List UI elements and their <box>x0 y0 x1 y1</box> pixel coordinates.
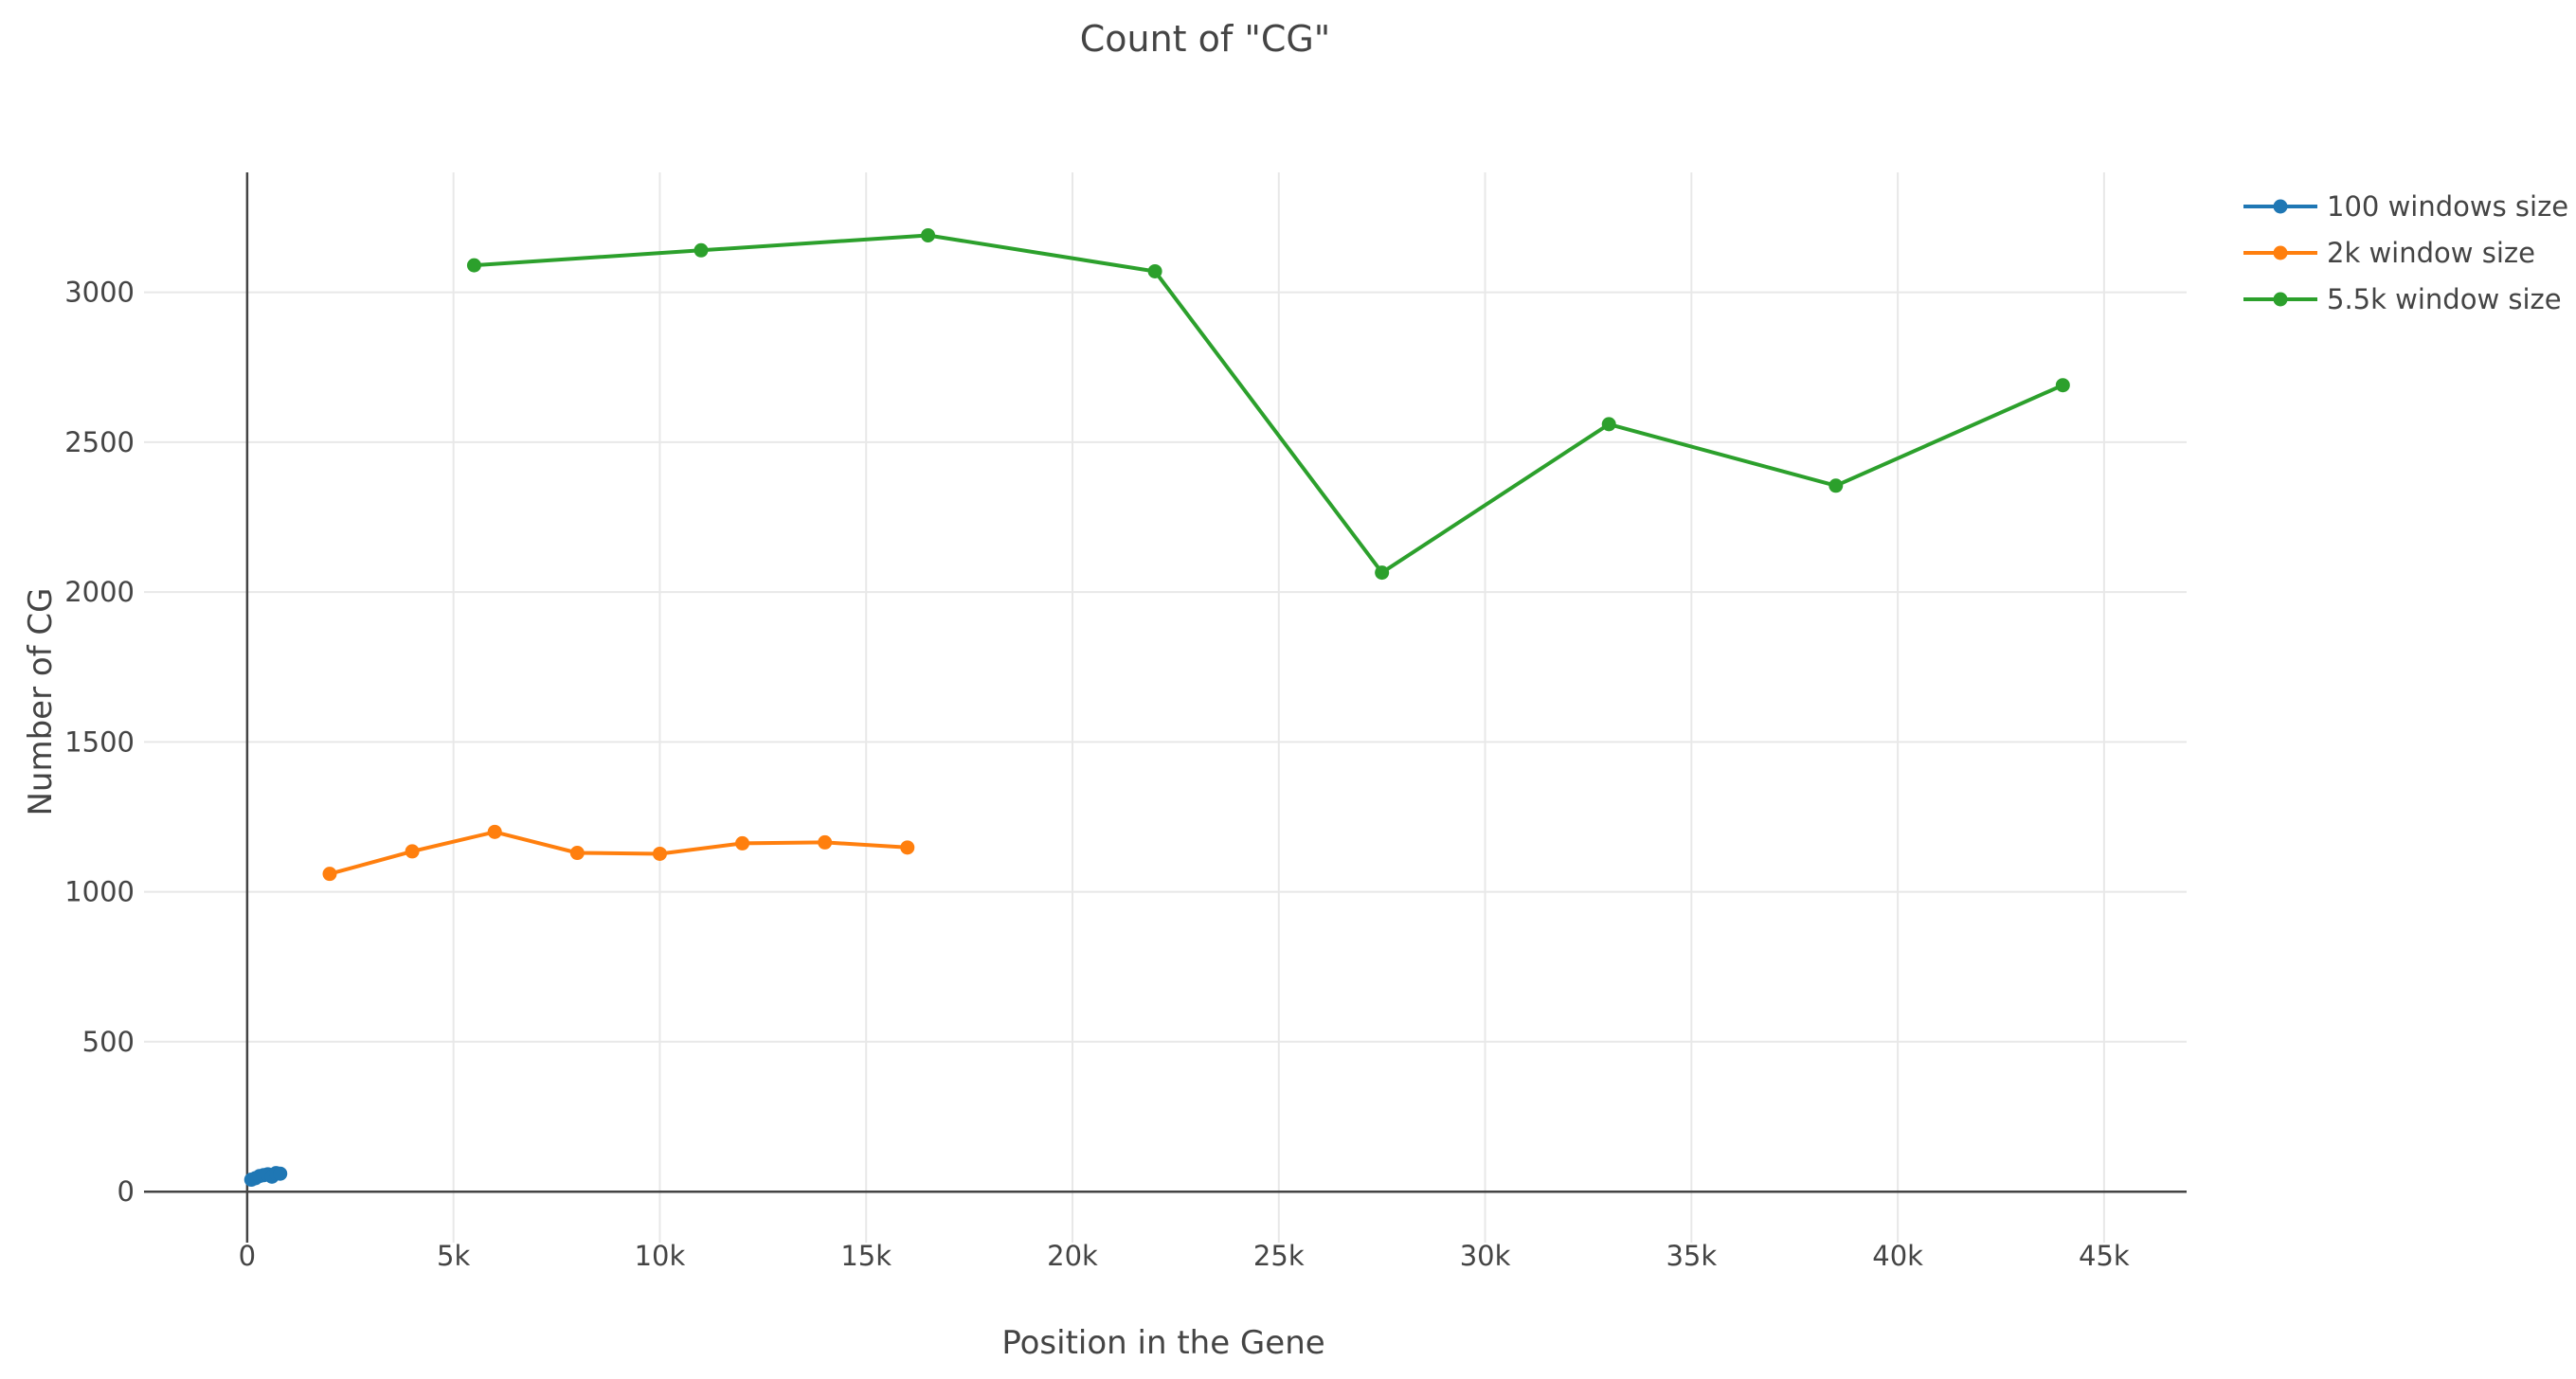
legend-swatch-marker <box>2273 245 2288 260</box>
series-layer <box>243 227 2070 1188</box>
legend-item[interactable]: 2k window size <box>2243 237 2535 269</box>
y-tick-label: 3000 <box>64 277 135 309</box>
grid-layer <box>144 172 2187 1243</box>
x-tick-label: 45k <box>2079 1240 2130 1272</box>
y-tick-label: 0 <box>117 1175 135 1208</box>
x-tick-label: 25k <box>1253 1240 1305 1272</box>
y-tick-label: 1000 <box>64 876 135 908</box>
data-point[interactable] <box>1375 565 1390 581</box>
data-point[interactable] <box>405 844 420 859</box>
data-point[interactable] <box>569 846 585 861</box>
data-point[interactable] <box>900 840 915 855</box>
legend-item[interactable]: 100 windows size <box>2243 190 2568 223</box>
x-tick-label: 40k <box>1872 1240 1923 1272</box>
data-point[interactable] <box>273 1166 288 1181</box>
legend-label: 5.5k window size <box>2327 283 2562 315</box>
axis-layer <box>144 172 2187 1243</box>
legend-label: 100 windows size <box>2327 190 2568 223</box>
data-point[interactable] <box>921 227 936 242</box>
y-tick-label: 2500 <box>64 426 135 458</box>
y-tick-label: 500 <box>82 1026 135 1058</box>
data-point[interactable] <box>322 867 337 882</box>
series-line <box>474 233 2064 575</box>
data-point[interactable] <box>1147 263 1162 278</box>
data-point[interactable] <box>1828 478 1844 493</box>
chart-title: Count of "CG" <box>1080 18 1331 60</box>
data-point[interactable] <box>487 824 502 839</box>
legend-layer[interactable]: 100 windows size 2k window size 5.5k windo… <box>2243 190 2568 315</box>
x-tick-label: 20k <box>1047 1240 1098 1272</box>
x-tick-label: 0 <box>239 1240 256 1272</box>
x-tick-label: 5k <box>437 1240 470 1272</box>
legend-item[interactable]: 5.5k window size <box>2243 283 2562 315</box>
series-2 <box>322 824 915 882</box>
series-3 <box>466 227 2070 581</box>
x-tick-label: 10k <box>635 1240 686 1272</box>
legend-label: 2k window size <box>2327 237 2535 269</box>
data-point[interactable] <box>694 242 709 258</box>
x-tick-label: 15k <box>840 1240 892 1272</box>
y-tick-label: 2000 <box>64 576 135 608</box>
x-axis-label: Position in the Gene <box>1001 1324 1324 1362</box>
data-point[interactable] <box>466 258 481 273</box>
data-point[interactable] <box>818 834 833 850</box>
series-1 <box>243 1166 288 1188</box>
y-tick-label: 1500 <box>64 725 135 758</box>
data-point[interactable] <box>1601 417 1616 432</box>
series-line <box>329 830 908 876</box>
data-point[interactable] <box>735 835 750 851</box>
x-tick-label: 35k <box>1666 1240 1717 1272</box>
y-axis-label: Number of CG <box>22 587 60 815</box>
legend-swatch-marker <box>2273 292 2288 307</box>
x-tick-label: 30k <box>1460 1240 1511 1272</box>
data-point[interactable] <box>2055 378 2070 393</box>
data-point[interactable] <box>652 846 667 861</box>
tick-layer: 0 5k 10k 15k 20k 25k 30k 35k 40k 45k 0 500 1000 1500 2… <box>64 277 2130 1272</box>
legend-swatch-marker <box>2273 199 2288 214</box>
